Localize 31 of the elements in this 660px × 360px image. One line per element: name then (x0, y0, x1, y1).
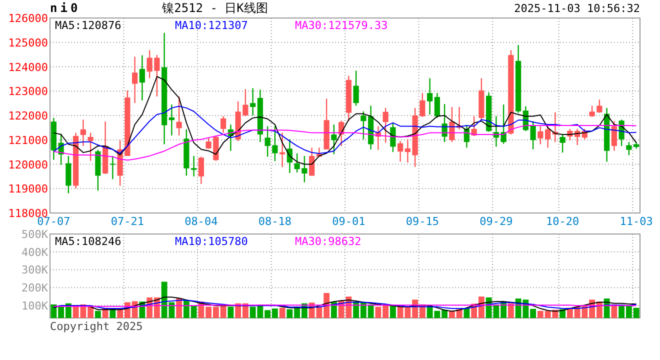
y-tick-label: 200K (22, 282, 48, 295)
text: MA30:98632 (295, 235, 362, 248)
chart-title: 镍2512 - 日K线图 (161, 1, 268, 15)
x-tick-label: 08-18 (258, 215, 292, 228)
y-tick-label: 123000 (8, 85, 48, 98)
y-tick-label: 120000 (8, 158, 48, 172)
text: ni0 (50, 1, 81, 15)
x-tick-label: 11-03 (620, 215, 653, 228)
y-tick-label: 400K (22, 246, 48, 259)
x-tick-label: 10-20 (546, 215, 580, 228)
x-tick-label: 07-21 (110, 215, 144, 228)
x-tick-label: 09-01 (332, 215, 366, 228)
y-tick-label: 122000 (8, 110, 48, 122)
text: MA10:121307 (175, 19, 248, 32)
y-tick-label: 500K (22, 228, 48, 241)
text: MA30:121579.33 (295, 19, 388, 32)
y-tick-label: 124000 (8, 60, 48, 74)
x-tick-label: 08-04 (184, 215, 218, 228)
text: Copyright 2025 (50, 320, 143, 333)
y-tick-label: 125000 (8, 36, 48, 50)
text: MA10:105780 (175, 235, 248, 248)
text: MA5:120876 (55, 19, 122, 32)
y-tick-label: 126000 (8, 12, 48, 25)
chart-subtitle: 2025-11-03 10:56:32 (514, 2, 640, 15)
x-tick-label: 09-15 (406, 215, 439, 228)
x-tick-label: 09-29 (480, 215, 513, 228)
y-tick-label: 300K (22, 264, 48, 277)
y-tick-label: 119000 (8, 182, 48, 196)
y-tick-label: 121000 (8, 134, 48, 147)
y-tick-label: 100K (22, 299, 48, 312)
text: MA5:108246 (55, 235, 122, 248)
